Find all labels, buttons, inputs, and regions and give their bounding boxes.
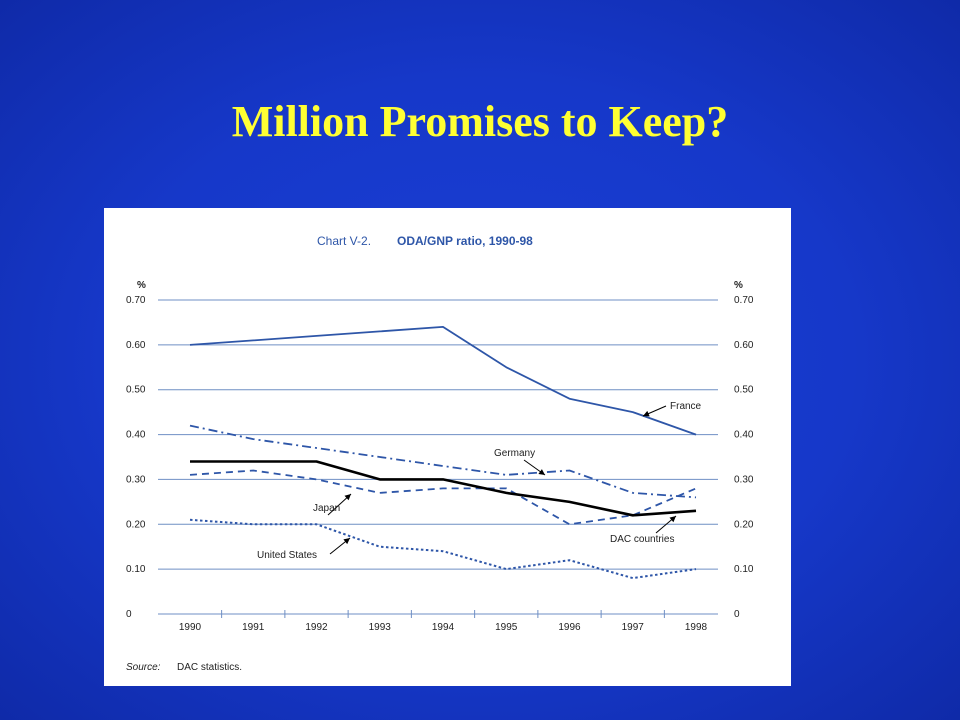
slide-title: Million Promises to Keep? — [231, 97, 729, 146]
x-tick-label: 1994 — [432, 622, 455, 633]
series-line-united-states — [189, 518, 697, 580]
callout-arrowhead-germany — [538, 469, 545, 475]
x-tick-label: 1996 — [558, 622, 581, 633]
y-ticks-right: 0 0.10 0.20 0.30 0.40 0.50 0.60 0.70 — [734, 295, 754, 620]
y-tick-label-left: 0.60 — [126, 340, 146, 351]
y-tick-label-left: 0 — [126, 609, 132, 620]
chart-title: ODA/GNP ratio, 1990-98 — [397, 234, 533, 248]
callout-arrowhead-japan — [344, 494, 351, 501]
x-tick-label: 1993 — [369, 622, 392, 633]
x-tick-label: 1995 — [495, 622, 518, 633]
series-label-france: France — [670, 401, 702, 412]
source-text: DAC statistics. — [177, 662, 242, 673]
y-axis-unit-left: % — [137, 280, 146, 291]
y-tick-label-right: 0.60 — [734, 340, 754, 351]
series-line-dac-countries — [190, 460, 697, 517]
line-chart: Chart V-2. ODA/GNP ratio, 1990-98 % % 00… — [126, 234, 754, 673]
y-tick-label-right: 0.50 — [734, 385, 754, 396]
y-tick-label-left: 0.20 — [126, 519, 146, 530]
y-tick-label-left: 0.10 — [126, 564, 146, 575]
series-label-japan: Japan — [313, 503, 340, 514]
series-label-united-states: United States — [257, 550, 317, 561]
callout-arrowhead-dac-countries — [669, 516, 676, 523]
y-tick-label-left: 0.30 — [126, 474, 146, 485]
y-axis-unit-right: % — [734, 280, 743, 291]
series-line-france — [189, 326, 697, 436]
y-tick-label-right: 0.30 — [734, 474, 754, 485]
series-label-germany: Germany — [494, 448, 535, 459]
series-lines — [189, 326, 697, 580]
source-label: Source: — [126, 662, 161, 673]
series-labels: France Germany Japan DAC countries United St… — [257, 401, 702, 561]
y-tick-label-right: 0.20 — [734, 519, 754, 530]
y-tick-label-right: 0.40 — [734, 430, 754, 441]
series-label-dac-countries: DAC countries — [610, 534, 674, 545]
y-tick-label-left: 0.70 — [126, 295, 146, 306]
callout-arrowhead-france — [643, 410, 650, 417]
y-tick-label-right: 0 — [734, 609, 740, 620]
x-tick-label: 1998 — [685, 622, 708, 633]
x-tick-label: 1997 — [622, 622, 645, 633]
y-ticks-left: 0 0.10 0.20 0.30 0.40 0.50 0.60 0.70 — [126, 295, 146, 620]
x-tick-label: 1991 — [242, 622, 265, 633]
x-tick-label: 1990 — [179, 622, 202, 633]
callout-arrowhead-united-states — [343, 538, 350, 545]
y-tick-label-right: 0.70 — [734, 295, 754, 306]
y-tick-label-right: 0.10 — [734, 564, 754, 575]
series-line-japan — [189, 469, 697, 526]
y-tick-label-left: 0.50 — [126, 385, 146, 396]
x-ticks: 1990 1991 1992 1993 1994 1995 1996 1997 1998 — [158, 610, 718, 633]
y-tick-label-left: 0.40 — [126, 430, 146, 441]
x-tick-label: 1992 — [305, 622, 328, 633]
chart-title-prefix: Chart V-2. — [317, 234, 371, 248]
